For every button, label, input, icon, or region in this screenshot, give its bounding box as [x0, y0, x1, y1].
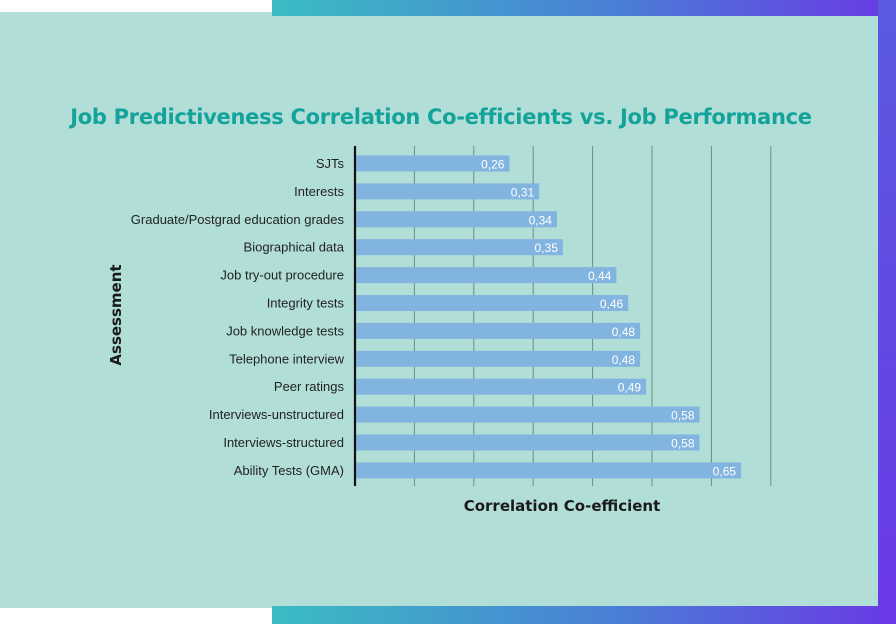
data-label: 0,31: [511, 185, 535, 199]
data-label: 0,35: [535, 241, 559, 255]
bar: [355, 295, 629, 311]
category-label: Interests: [294, 184, 344, 199]
data-label: 0,58: [671, 437, 695, 451]
category-label: Telephone interview: [229, 351, 345, 366]
category-label: Integrity tests: [267, 296, 345, 311]
bar: [355, 183, 540, 200]
bars: SJTs 0,26 Interests 0,31 Graduate/Postgrad e…: [131, 155, 742, 479]
category-label: Peer ratings: [274, 379, 345, 394]
bar: [355, 322, 641, 339]
y-axis-title: Assessment: [107, 264, 125, 365]
category-label: Job knowledge tests: [226, 323, 344, 338]
x-axis-title: Correlation Co-efficient: [464, 497, 661, 515]
right-gradient-strip: [878, 0, 896, 624]
bar: [355, 155, 510, 172]
data-label: 0,65: [713, 464, 737, 478]
bar: [355, 462, 742, 479]
bar: [355, 267, 617, 284]
bar: [355, 434, 700, 451]
category-label: Biographical data: [244, 240, 345, 255]
data-label: 0,44: [588, 269, 612, 283]
category-label: Ability Tests (GMA): [234, 463, 344, 478]
category-label: Job try-out procedure: [220, 268, 344, 283]
data-label: 0,46: [600, 297, 624, 311]
category-label: Graduate/Postgrad education grades: [131, 212, 345, 227]
data-label: 0,58: [671, 409, 695, 423]
category-label: Interviews-structured: [223, 435, 344, 450]
data-label: 0,48: [612, 353, 636, 367]
bar: [355, 378, 647, 395]
data-label: 0,48: [612, 325, 636, 339]
grid-lines: [413, 146, 772, 486]
bar: [355, 239, 563, 256]
bar: [355, 406, 700, 423]
bar: [355, 211, 557, 228]
data-label: 0,34: [529, 213, 553, 227]
top-gradient-strip: [272, 0, 896, 16]
bar: [355, 350, 641, 367]
data-label: 0,26: [481, 158, 505, 172]
bottom-gradient-strip: [272, 606, 896, 624]
data-label: 0,49: [618, 381, 642, 395]
chart-title: Job Predictiveness Correlation Co-effici…: [70, 105, 812, 129]
category-label: SJTs: [316, 156, 345, 171]
category-label: Interviews-unstructured: [209, 407, 344, 422]
